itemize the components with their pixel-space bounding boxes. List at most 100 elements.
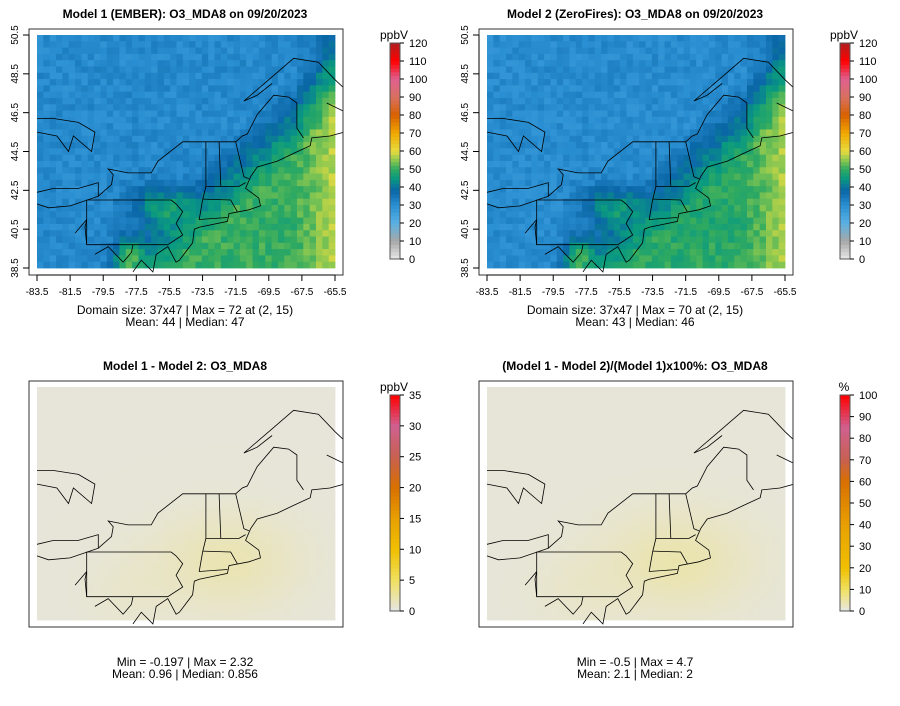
grid-cell [132,91,139,99]
grid-cell [214,538,222,545]
grid-cell [100,538,108,545]
grid-cell [157,123,165,130]
grid-cell [119,192,127,200]
grid-cell [753,110,761,118]
grid-cell [284,66,292,74]
grid-cell [588,249,596,256]
grid-cell [632,148,640,156]
grid-cell [271,462,279,470]
grid-cell [201,173,209,181]
grid-cell [68,437,76,445]
grid-cell [715,60,722,67]
grid-cell [290,66,298,74]
grid-cell [284,393,292,400]
grid-cell [37,393,44,400]
grid-cell [87,116,95,124]
grid-cell [290,123,298,130]
grid-cell [544,198,551,206]
grid-cell [594,91,602,99]
grid-cell [303,205,311,212]
grid-cell [715,205,722,212]
grid-cell [176,519,184,526]
grid-cell [265,110,272,118]
grid-cell [537,47,545,55]
grid-cell [75,405,82,413]
grid-cell [252,462,260,470]
grid-cell [258,393,266,400]
grid-cell [100,186,108,193]
grid-cell [525,255,532,263]
grid-cell [309,41,317,48]
grid-cell [176,424,184,432]
grid-cell [563,123,570,130]
grid-cell [759,53,767,61]
grid-cell [487,85,494,93]
grid-cell [214,66,222,74]
grid-cell [531,160,539,168]
grid-cell [106,399,114,407]
grid-cell [214,35,222,42]
grid-cell [759,198,767,206]
grid-cell [43,481,51,489]
grid-cell [157,475,165,482]
grid-cell [715,261,722,269]
grid-cell [265,525,272,533]
grid-cell [277,79,285,86]
grid-cell [56,418,63,426]
grid-cell [772,249,780,256]
grid-cell [189,387,196,394]
grid-cell [518,60,526,67]
grid-cell [43,519,51,526]
grid-cell [233,173,241,181]
grid-cell [233,475,241,482]
grid-cell [664,261,672,269]
grid-cell [556,47,564,55]
grid-cell [220,512,228,520]
grid-cell [594,142,602,149]
grid-cell [138,198,146,206]
grid-cell [715,179,722,187]
boundary-line [74,219,88,245]
grid-cell [195,387,203,394]
grid-cell [594,255,602,263]
grid-cell [315,449,323,457]
grid-cell [138,424,146,432]
grid-cell [37,223,44,231]
grid-cell [81,110,89,118]
grid-cell [277,418,285,426]
grid-cell [290,481,298,489]
grid-cell [778,60,786,67]
grid-cell [75,418,82,426]
grid-cell [56,544,63,552]
grid-cell [37,418,44,426]
grid-cell [163,242,171,250]
grid-cell [151,85,158,93]
grid-cell [233,217,241,225]
grid-cell [182,462,190,470]
grid-cell [100,53,108,61]
grid-cell [182,198,190,206]
grid-cell [176,85,184,93]
grid-cell [157,393,165,400]
grid-cell [322,538,330,545]
grid-cell [569,41,577,48]
grid-cell [537,79,545,86]
grid-cell [208,135,215,143]
grid-cell [94,223,101,231]
grid-cell [208,531,215,539]
grid-cell [499,255,507,263]
grid-cell [195,399,203,407]
grid-cell [163,142,171,149]
grid-cell [214,525,222,533]
grid-cell [753,97,761,105]
grid-cell [132,506,139,514]
grid-cell [151,531,158,539]
grid-cell [170,531,177,539]
grid-cell [220,53,228,61]
grid-cell [252,443,260,451]
grid-cell [252,456,260,463]
grid-cell [626,223,634,231]
grid-cell [651,60,659,67]
x-tick-label: -65.5 [324,287,347,298]
